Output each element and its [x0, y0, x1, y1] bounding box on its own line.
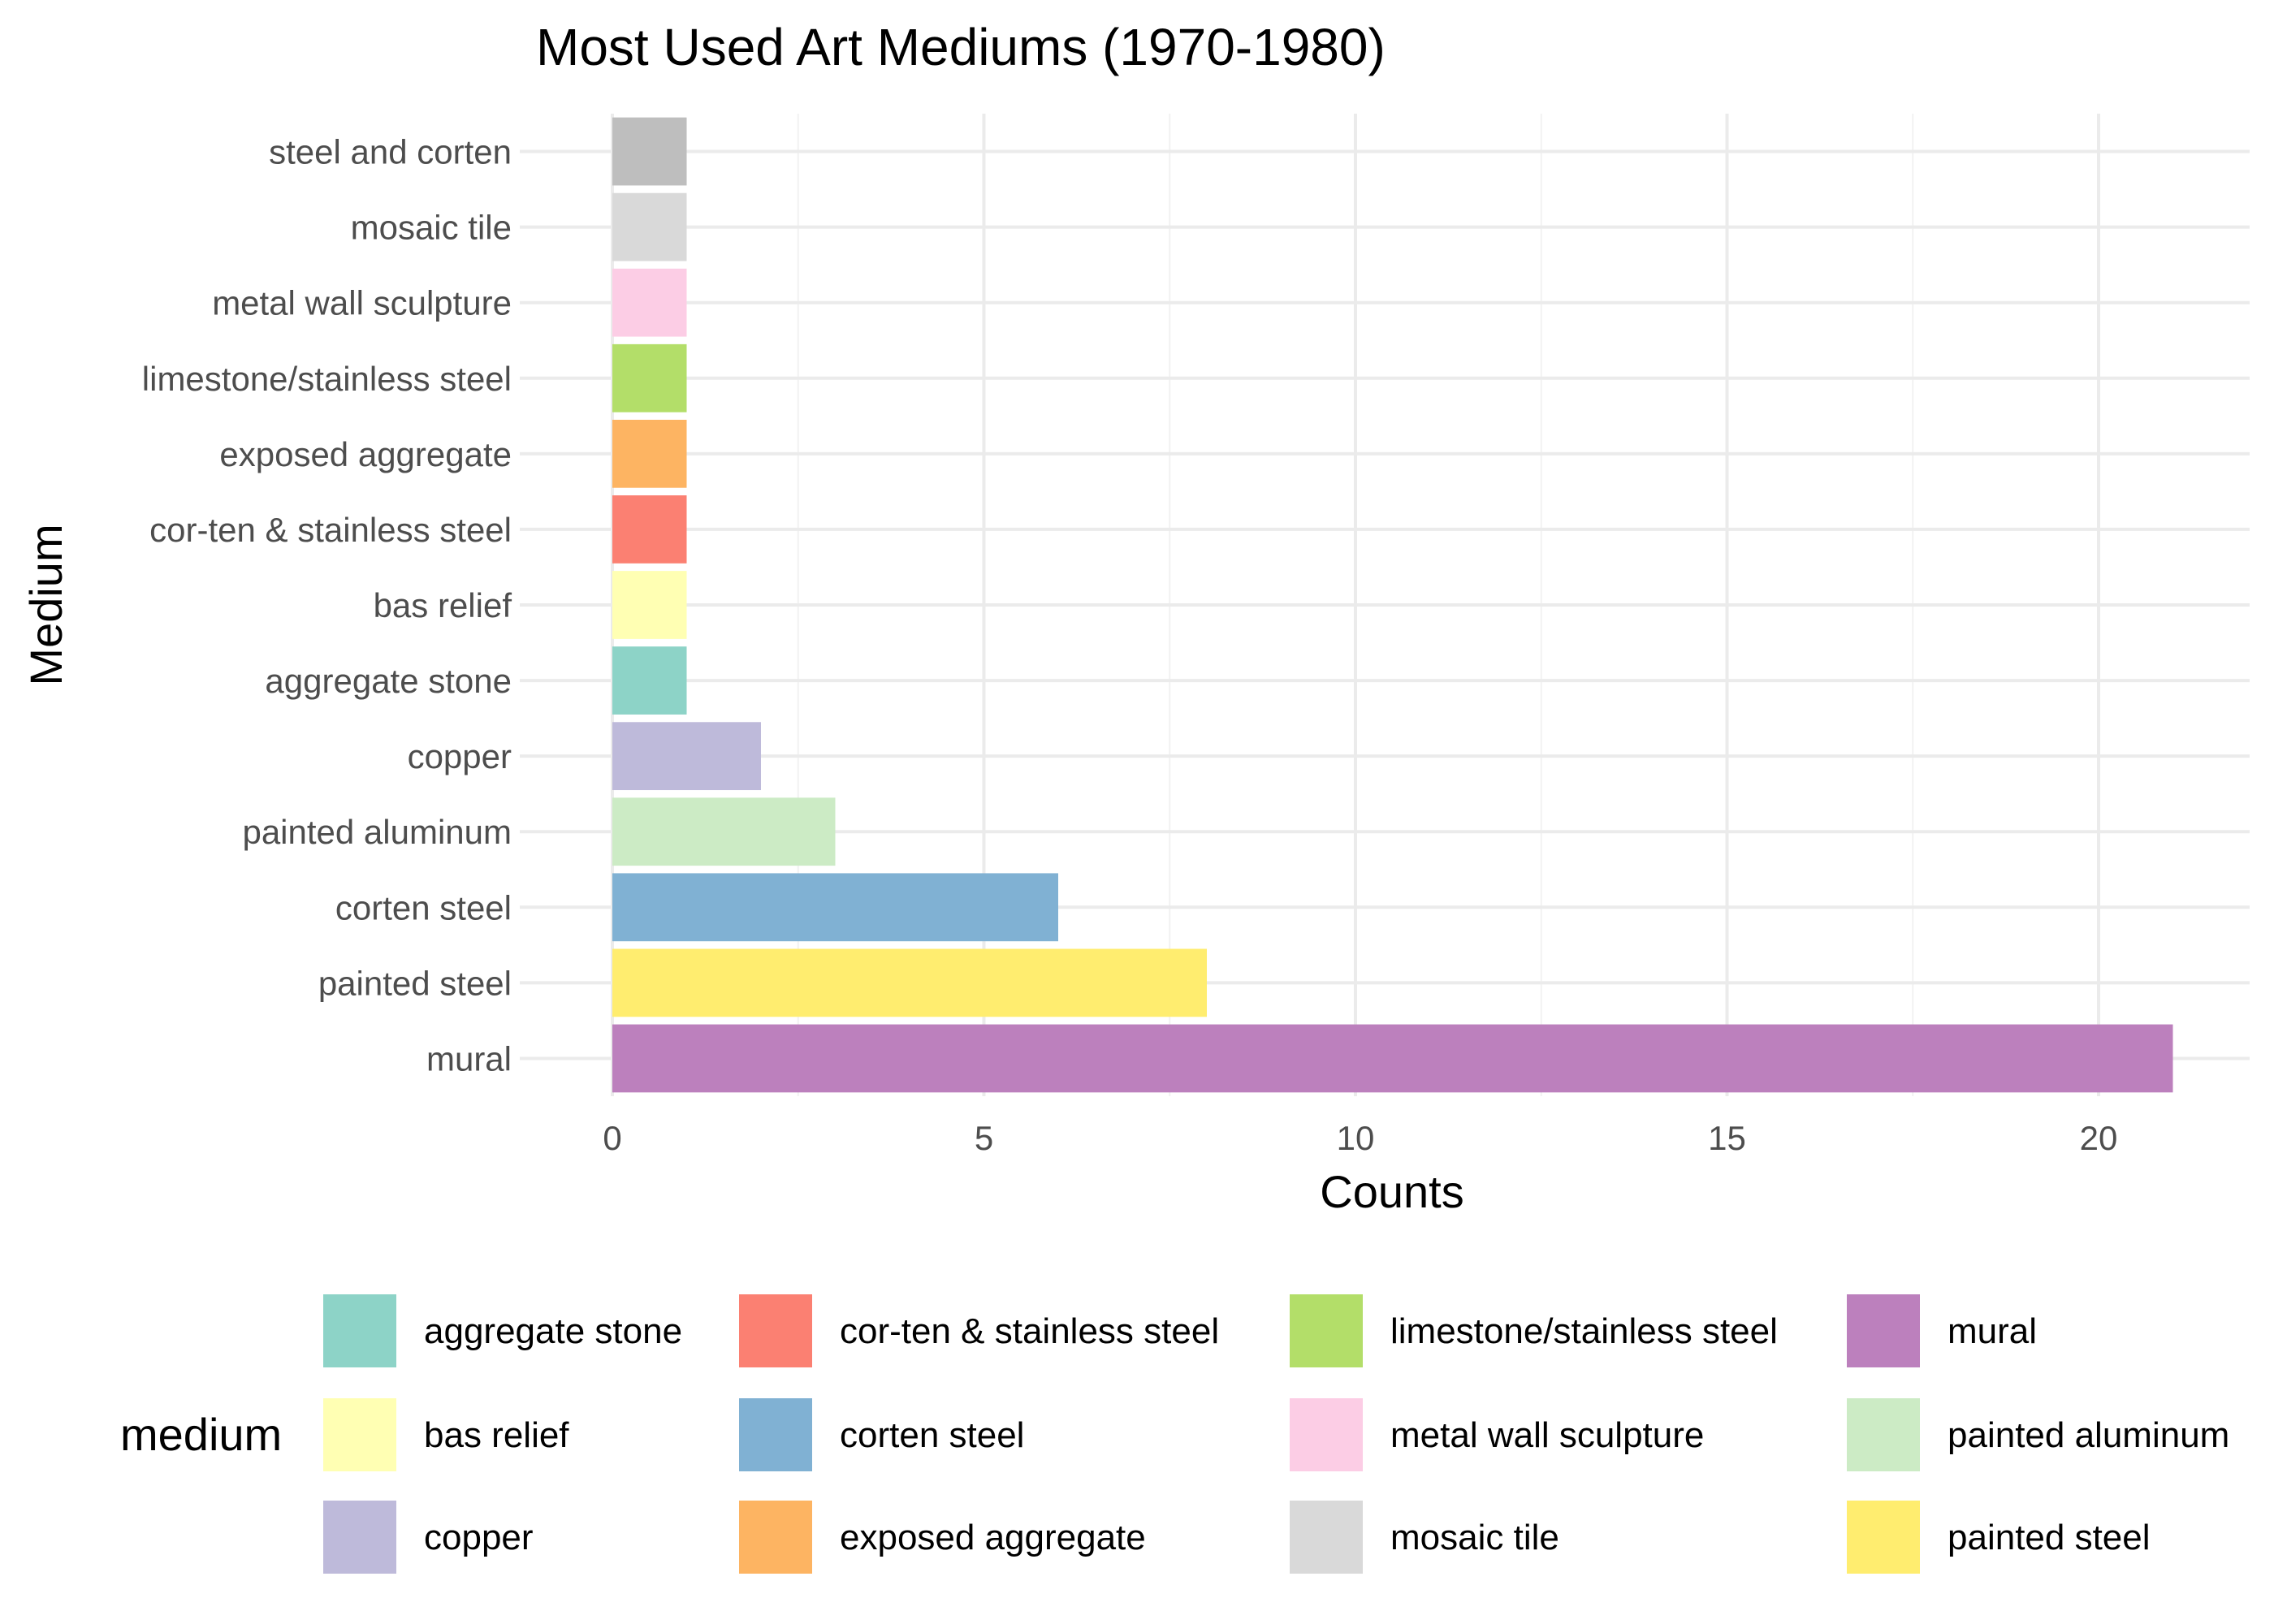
x-tick-label: 15 [1708, 1119, 1746, 1157]
bar-mural [612, 1024, 2173, 1093]
y-tick-label: aggregate stone [265, 662, 512, 700]
y-tick-label: corten steel [335, 888, 512, 926]
y-tick-label: bas relief [374, 586, 512, 624]
legend-label: metal wall sculpture [1390, 1415, 1704, 1455]
legend-label: mosaic tile [1390, 1518, 1559, 1557]
y-tick-label: mosaic tile [351, 209, 512, 247]
y-axis-title: Medium [20, 524, 71, 685]
bar-painted-aluminum [612, 797, 836, 866]
y-tick-label: limestone/stainless steel [142, 360, 512, 398]
bars [612, 117, 2173, 1093]
legend-label: exposed aggregate [840, 1518, 1146, 1557]
y-tick-label: copper [408, 737, 512, 775]
legend-key [1847, 1501, 1920, 1574]
legend-key [1290, 1398, 1363, 1471]
bar-copper [612, 722, 761, 791]
legend-key [739, 1501, 812, 1574]
legend-item-painted-aluminum: painted aluminum [1847, 1398, 2229, 1471]
legend-label: painted steel [1948, 1518, 2151, 1557]
bar-steel-and-corten [612, 117, 687, 186]
legend-label: cor-ten & stainless steel [840, 1311, 1219, 1351]
bar-aggregate-stone [612, 646, 687, 715]
legend-key [1290, 1294, 1363, 1367]
y-tick-label: exposed aggregate [219, 435, 512, 473]
bar-corten-steel [612, 873, 1058, 942]
x-tick-label: 10 [1337, 1119, 1375, 1157]
x-tick-label: 20 [2080, 1119, 2118, 1157]
legend-item-mosaic-tile: mosaic tile [1290, 1501, 1559, 1574]
y-tick-label: cor-ten & stainless steel [149, 511, 512, 549]
legend-label: limestone/stainless steel [1390, 1311, 1778, 1351]
legend-key [323, 1294, 396, 1367]
legend-item-metal-wall-sculpture: metal wall sculpture [1290, 1398, 1704, 1471]
legend-label: mural [1948, 1311, 2037, 1351]
legend-item-bas-relief: bas relief [323, 1398, 569, 1471]
y-tick-label: steel and corten [269, 133, 512, 171]
x-tick-label: 0 [603, 1119, 621, 1157]
legend-key [1847, 1398, 1920, 1471]
legend-item-corten-steel: corten steel [739, 1398, 1024, 1471]
bar-mosaic-tile [612, 192, 687, 261]
legend-label: corten steel [840, 1415, 1024, 1455]
legend-item-aggregate-stone: aggregate stone [323, 1294, 682, 1367]
legend-item-exposed-aggregate: exposed aggregate [739, 1501, 1146, 1574]
bar-painted-steel [612, 948, 1207, 1017]
legend-item-limestone-stainless-steel: limestone/stainless steel [1290, 1294, 1778, 1367]
x-tick-labels: 0 5 10 15 20 [603, 1119, 2117, 1157]
legend-item-painted-steel: painted steel [1847, 1501, 2151, 1574]
legend-label: bas relief [424, 1415, 569, 1455]
legend-label: copper [424, 1518, 534, 1557]
legend-item-copper: copper [323, 1501, 534, 1574]
y-tick-label: painted aluminum [242, 813, 512, 851]
chart-title: Most Used Art Mediums (1970-1980) [536, 18, 1386, 76]
legend-key [1290, 1501, 1363, 1574]
y-tick-labels: mural painted steel corten steel painted al… [142, 133, 512, 1078]
bar-limestone-stainless-steel [612, 343, 687, 412]
legend-key [739, 1294, 812, 1367]
y-tick-label: metal wall sculpture [212, 284, 512, 322]
legend-key [739, 1398, 812, 1471]
bar-bas-relief [612, 571, 687, 639]
x-tick-label: 5 [975, 1119, 993, 1157]
bar-exposed-aggregate [612, 419, 687, 488]
y-tick-label: mural [426, 1039, 512, 1078]
y-tick-label: painted steel [318, 964, 512, 1002]
legend: medium aggregate stone bas relief copper co… [120, 1294, 2229, 1574]
legend-label: painted aluminum [1948, 1415, 2229, 1455]
legend-item-cor-ten-stainless-steel: cor-ten & stainless steel [739, 1294, 1219, 1367]
legend-label: aggregate stone [424, 1311, 682, 1351]
x-axis-title: Counts [1320, 1166, 1463, 1217]
legend-key [1847, 1294, 1920, 1367]
legend-key [323, 1398, 396, 1471]
legend-title: medium [120, 1409, 282, 1460]
legend-item-mural: mural [1847, 1294, 2037, 1367]
bar-cor-ten-stainless-steel [612, 495, 687, 564]
bar-metal-wall-sculpture [612, 268, 687, 337]
legend-key [323, 1501, 396, 1574]
